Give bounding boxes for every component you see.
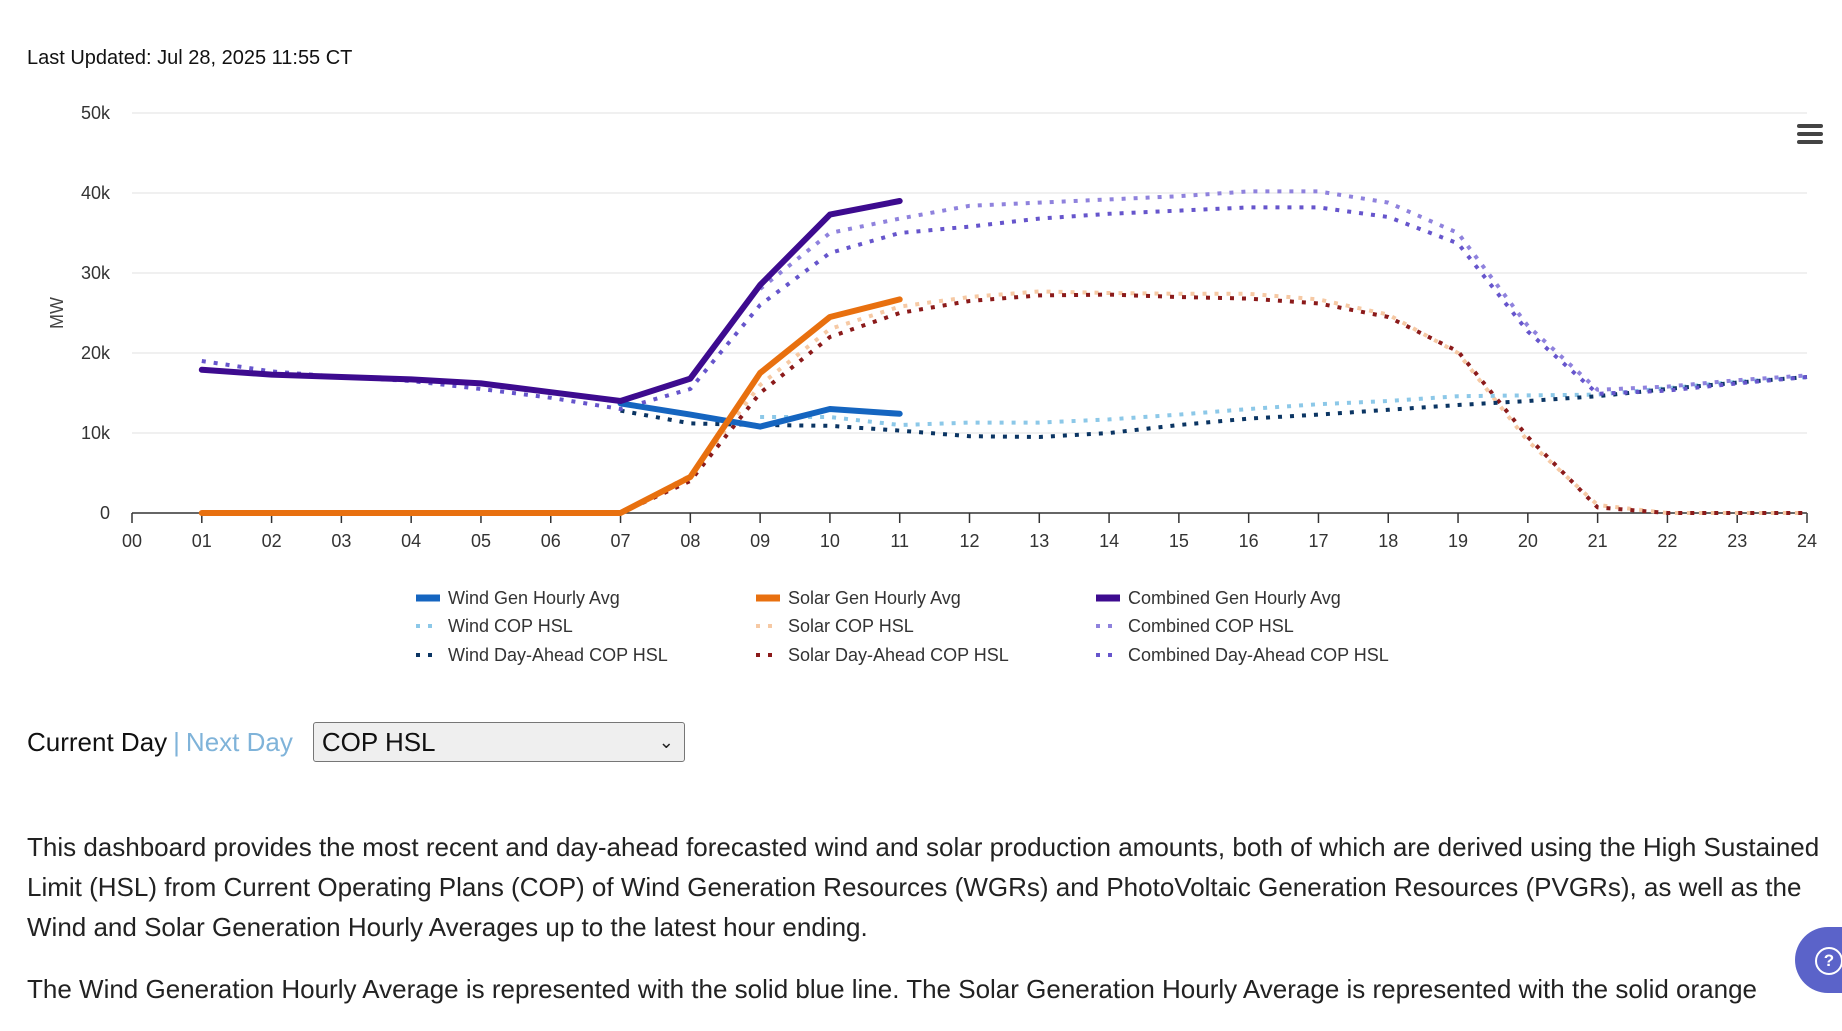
x-tick-label: 23 [1727,531,1747,551]
hamburger-menu-icon[interactable] [1797,124,1823,146]
series-line [198,198,903,404]
legend-label: Combined Day-Ahead COP HSL [1128,645,1389,665]
y-tick-label: 50k [81,103,111,123]
next-day-tab[interactable]: Next Day [185,726,293,757]
legend-label: Solar Day-Ahead COP HSL [788,645,1009,665]
x-tick-label: 18 [1378,531,1398,551]
x-tick-label: 16 [1239,531,1259,551]
x-tick-label: 07 [611,531,631,551]
x-tick-label: 05 [471,531,491,551]
legend-label: Combined COP HSL [1128,616,1294,636]
chart-legend: Wind Gen Hourly Avg Solar Gen Hourly Avg C… [416,588,1389,665]
data-source-select-value: COP HSL [321,726,436,757]
chart-grid [132,112,1807,434]
day-controls: Current Day | Next Day COP HSL ⌄ [27,722,685,762]
x-tick-label: 10 [820,531,840,551]
description-paragraph-2: The Wind Generation Hourly Average is re… [27,974,1757,1004]
y-tick-label: 40k [81,183,111,203]
legend-label: Wind Gen Hourly Avg [448,588,620,608]
x-tick-label: 09 [750,531,770,551]
x-tick-label: 13 [1029,531,1049,551]
help-button[interactable]: ? [1795,927,1842,993]
x-tick-label: 14 [1099,531,1119,551]
y-tick-label: 10k [81,423,111,443]
legend-label: Solar COP HSL [788,616,914,636]
x-tick-label: 17 [1308,531,1328,551]
x-tick-label: 15 [1169,531,1189,551]
x-tick-label: 24 [1797,531,1817,551]
y-axis-label: MW [47,297,67,329]
legend-label: Solar Gen Hourly Avg [788,588,961,608]
x-tick-label: 21 [1588,531,1608,551]
day-separator: | [173,726,180,757]
series-line [617,400,903,430]
series-line [619,292,1807,515]
chart-series [198,189,1808,516]
x-tick-label: 08 [680,531,700,551]
last-updated: Last Updated: Jul 28, 2025 11:55 CT [27,47,353,69]
series-line [198,296,903,516]
chart-axes: 0 10k 20k 30k 40k 50k 00 01 02 03 04 05 06 07 08 09 10 11… [47,103,1817,551]
y-tick-label: 0 [100,503,110,523]
legend-label: Wind COP HSL [448,616,573,636]
x-tick-label: 02 [262,531,282,551]
legend-label: Wind Day-Ahead COP HSL [448,645,668,665]
data-source-select[interactable]: COP HSL ⌄ [312,722,685,762]
x-tick-label: 12 [959,531,979,551]
x-tick-label: 22 [1657,531,1677,551]
chevron-down-icon: ⌄ [658,731,674,752]
description: This dashboard provides the most recent … [27,827,1827,1031]
x-tick-label: 20 [1518,531,1538,551]
legend-label: Combined Gen Hourly Avg [1128,588,1341,608]
x-tick-label: 01 [192,531,212,551]
x-tick-label: 06 [541,531,561,551]
series-line [201,205,1808,411]
x-tick-label: 00 [122,531,142,551]
description-paragraph-1: This dashboard provides the most recent … [27,832,1820,942]
y-tick-label: 30k [81,263,111,283]
y-tick-label: 20k [81,343,111,363]
series-line [619,289,1807,515]
x-tick-label: 11 [890,531,909,551]
x-tick-label: 04 [401,531,421,551]
series-line [620,375,1808,439]
generation-chart: 0 10k 20k 30k 40k 50k 00 01 02 03 04 05 06 07 08 09 10 11… [47,103,1817,665]
current-day-tab[interactable]: Current Day [27,726,168,757]
help-circle-icon: ? [1815,947,1842,975]
series-line [758,189,1808,392]
x-tick-label: 03 [331,531,351,551]
x-tick-label: 19 [1448,531,1468,551]
series-line [760,375,1808,427]
